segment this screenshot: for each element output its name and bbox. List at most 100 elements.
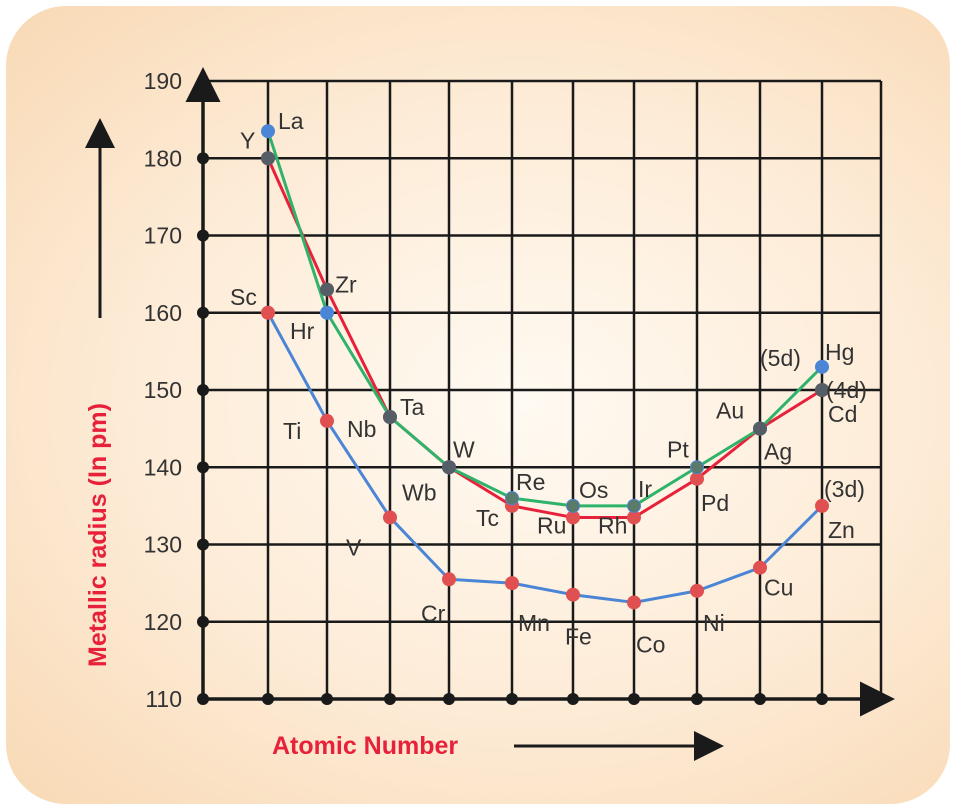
point-overlap: [753, 421, 767, 436]
point-v: [383, 510, 397, 525]
x-tick-dot: [506, 693, 518, 705]
point-cu: [753, 560, 767, 575]
y-tick-dot: [197, 152, 209, 165]
y-tick-label: 170: [144, 223, 182, 249]
x-tick-dot: [321, 693, 333, 705]
y-ticks: 190 180 170 160 150 140 130 120 110: [144, 68, 887, 712]
series-line-5d: [266, 130, 824, 508]
x-tick-dot: [691, 693, 703, 705]
point-hg: [815, 359, 829, 374]
x-tick-dot: [567, 693, 579, 705]
element-label-hr: Hr: [290, 318, 315, 344]
element-label-hg: Hg: [825, 339, 854, 365]
element-label-wb: Wb: [402, 479, 437, 505]
point-overlap: [567, 499, 579, 512]
point-rh: [627, 510, 641, 525]
point-overlap: [506, 492, 518, 505]
element-label-cr: Cr: [421, 600, 446, 626]
element-label-os: Os: [579, 477, 608, 503]
point-overlap: [815, 383, 829, 397]
x-tick-dot: [628, 693, 640, 705]
y-tick-label: 190: [144, 68, 182, 94]
y-tick-label: 180: [144, 145, 182, 171]
element-label-pd: Pd: [701, 490, 729, 516]
y-axis-label: Metallic radius (In pm): [84, 403, 112, 667]
point-mn: [505, 576, 519, 591]
x-axis-label: Atomic Number: [272, 732, 458, 760]
element-label-y: Y: [240, 127, 255, 153]
y-tick-label: 110: [145, 686, 182, 712]
point-fe: [566, 587, 580, 602]
element-label-pt: Pt: [667, 436, 689, 462]
point-ni: [690, 583, 704, 598]
element-label-tc: Tc: [476, 505, 499, 531]
series-line-3d: [266, 312, 824, 604]
y-tick-dot: [197, 615, 209, 628]
x-tick-dot: [754, 693, 766, 705]
point-la: [261, 124, 275, 139]
x-tick-dot: [443, 693, 455, 705]
y-tick-label: 130: [144, 532, 182, 558]
element-label-sc: Sc: [230, 284, 257, 310]
point-co: [627, 595, 641, 610]
element-label-fe: Fe: [565, 624, 592, 650]
element-label-zn: Zn: [828, 517, 855, 543]
data-points: [261, 124, 829, 610]
point-sc: [261, 305, 275, 320]
point-overlap: [261, 151, 275, 166]
element-label-ta: Ta: [400, 394, 425, 420]
element-label-re: Re: [516, 469, 545, 495]
element-label-ir: Ir: [638, 476, 652, 502]
y-tick-dot: [197, 461, 209, 474]
element-label-ti: Ti: [283, 418, 301, 444]
y-tick-label: 140: [144, 454, 182, 480]
y-tick-dot: [197, 384, 209, 396]
point-ru: [566, 510, 580, 525]
x-tick-dot: [816, 693, 828, 705]
y-tick-label: 120: [144, 609, 182, 635]
x-tick-dot: [875, 693, 887, 705]
element-label-w: W: [453, 436, 475, 462]
y-tick-dot: [197, 229, 209, 242]
point-hr: [320, 305, 334, 320]
series-name-5d: (5d): [760, 345, 801, 371]
element-label-v: V: [346, 534, 362, 560]
y-tick-dot: [197, 306, 209, 319]
point-overlap: [442, 460, 456, 475]
point-overlap: [383, 410, 397, 425]
chart-card: [6, 6, 950, 804]
point-overlap: [320, 282, 334, 297]
x-tick-dot: [262, 693, 274, 705]
element-label-rh: Rh: [598, 512, 627, 538]
point-zn: [815, 498, 829, 513]
point-cr: [442, 572, 456, 587]
element-label-co: Co: [636, 631, 665, 657]
series-line-4d: [266, 157, 823, 519]
element-label-zr: Zr: [335, 272, 357, 298]
x-tick-dot: [384, 693, 396, 705]
point-pd: [690, 471, 704, 486]
series-lines: [266, 130, 824, 604]
element-label-nb: Nb: [347, 416, 376, 442]
point-ti: [320, 413, 334, 428]
element-label-cd: Cd: [828, 401, 857, 427]
element-label-mn: Mn: [518, 610, 550, 636]
y-tick-label: 150: [144, 377, 182, 403]
point-overlap: [691, 461, 703, 474]
element-label-ru: Ru: [537, 512, 566, 538]
series-name-4d: (4d): [826, 377, 867, 403]
element-label-ag: Ag: [764, 439, 792, 465]
point-overlap: [628, 499, 640, 512]
element-label-ni: Ni: [703, 610, 725, 636]
series-labels: (3d) (4d) (5d): [760, 345, 867, 502]
y-tick-dot: [197, 75, 209, 87]
series-name-3d: (3d): [824, 476, 865, 502]
y-tick-dot: [197, 538, 209, 551]
y-tick-dot: [197, 693, 209, 705]
grid: [185, 67, 895, 717]
y-tick-label: 160: [144, 300, 182, 326]
element-labels: Sc Ti V Cr Mn Fe Co Ni Cu Zn Y Zr Nb Wb Tc Ru Rh Pd Ag Cd La…: [230, 108, 857, 657]
element-label-au: Au: [716, 398, 744, 424]
element-label-la: La: [278, 108, 304, 134]
